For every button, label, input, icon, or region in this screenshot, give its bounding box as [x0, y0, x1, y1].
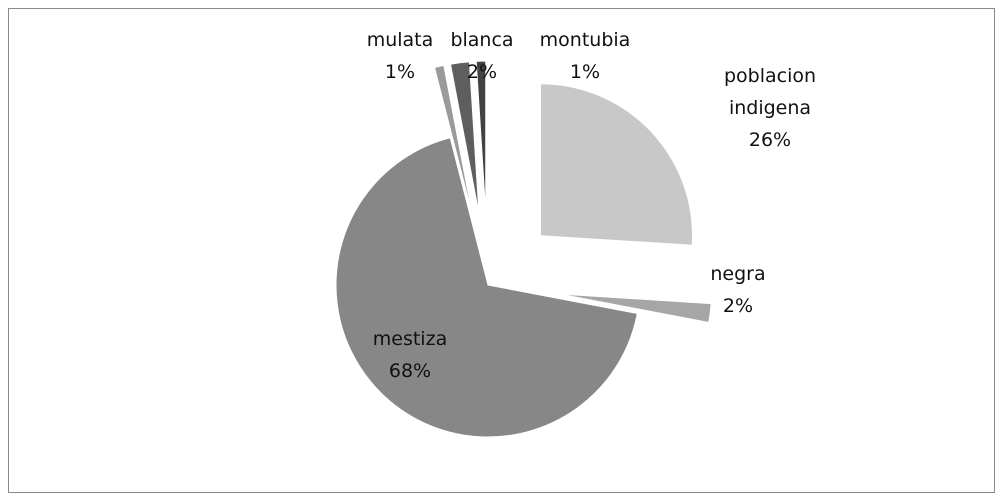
category-label: mestiza — [372, 328, 448, 350]
slice-label: mestiza 68% — [360, 323, 460, 387]
category-label: blanca — [450, 29, 514, 51]
pie-slice — [449, 61, 480, 214]
slice-label: negra 2% — [698, 258, 778, 322]
category-label: negra — [710, 263, 766, 285]
pie-slice — [559, 293, 712, 324]
pie-slice — [539, 83, 693, 246]
slice-label: mulata 1% — [360, 24, 440, 88]
slice-label: poblacion indigena 26% — [715, 60, 825, 156]
value-label: 2% — [722, 295, 754, 317]
pie-slice — [433, 64, 473, 215]
slice-label: blanca 2% — [442, 24, 522, 88]
category-label: montubia — [539, 29, 631, 51]
slice-label: montubia 1% — [530, 24, 640, 88]
pie-slice — [475, 60, 487, 214]
value-label: 2% — [466, 61, 498, 83]
pie-slice — [335, 137, 638, 438]
category-label: poblacion indigena — [723, 65, 817, 119]
category-label: mulata — [366, 29, 434, 51]
value-label: 1% — [569, 61, 601, 83]
value-label: 26% — [748, 129, 792, 151]
value-label: 1% — [384, 61, 416, 83]
value-label: 68% — [388, 360, 432, 382]
